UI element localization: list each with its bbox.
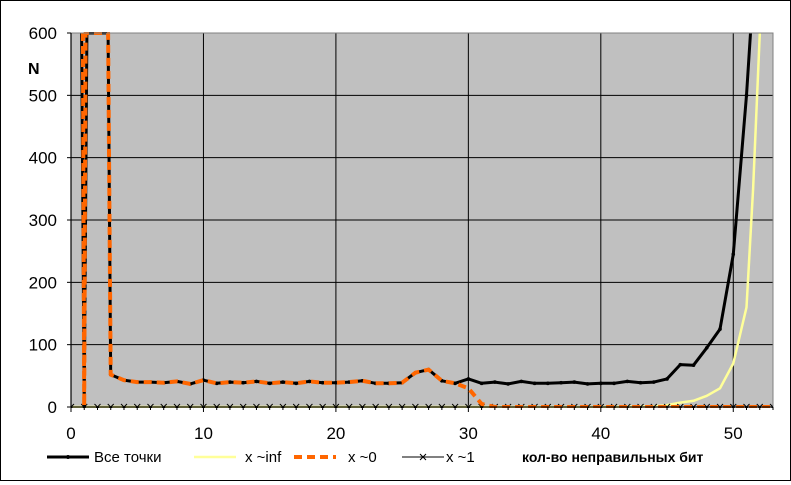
data-point (731, 252, 736, 257)
data-point (334, 380, 338, 385)
legend-marker (419, 453, 427, 461)
y-tick-label: 100 (29, 336, 57, 355)
data-point (294, 381, 298, 386)
data-point (704, 345, 709, 350)
x-tick-label: 50 (724, 424, 743, 443)
data-point (546, 381, 550, 386)
data-point (519, 379, 524, 384)
legend-item-2: x ~0 (294, 449, 377, 466)
data-point (493, 380, 497, 384)
data-point (625, 379, 630, 384)
legend-label: x ~inf (245, 449, 282, 466)
x-marker-point (71, 403, 75, 408)
x-tick-label: 40 (591, 424, 610, 443)
legend-item-3: x ~1 (402, 449, 475, 466)
legend-label: x ~1 (446, 449, 475, 466)
data-point (506, 382, 510, 386)
data-point (453, 381, 457, 386)
tick-labels: 0 100 200 300 400 500 600 0 10 20 30 40 50 (29, 24, 743, 443)
legend-item-0: Все точки (47, 449, 162, 466)
data-point (466, 377, 471, 381)
data-point (241, 380, 245, 385)
data-point (281, 380, 285, 384)
data-point (572, 380, 577, 384)
y-axis-label: N (28, 61, 40, 78)
data-point (228, 380, 232, 384)
y-tick-label: 600 (29, 24, 57, 43)
data-point (651, 380, 656, 384)
data-point (320, 380, 325, 385)
data-point (267, 381, 272, 386)
data-point (479, 381, 484, 386)
x-tick-label: 10 (194, 424, 213, 443)
data-point (599, 381, 603, 386)
data-point (214, 381, 219, 386)
data-point (612, 381, 616, 386)
legend: Все точки x ~inf x ~0 x ~1 (47, 449, 475, 466)
x-marker-point (769, 403, 773, 408)
y-tick-label: 0 (48, 398, 57, 417)
legend-item-1: x ~inf (194, 449, 282, 466)
data-point (254, 379, 259, 384)
data-point (718, 327, 722, 331)
legend-marker (66, 455, 70, 459)
data-point (559, 380, 563, 385)
y-tick-label: 300 (29, 211, 57, 230)
legend-label: Все точки (94, 449, 162, 466)
axes (67, 32, 774, 412)
x-tick-label: 0 (66, 424, 75, 443)
data-point (638, 380, 643, 385)
y-tick-label: 500 (29, 86, 57, 105)
x-axis-label: кол-во неправильных бит (522, 449, 704, 465)
data-point (678, 362, 683, 367)
data-point (665, 377, 669, 381)
data-point (307, 379, 312, 384)
data-point (585, 382, 590, 386)
legend-label: x ~0 (348, 449, 377, 466)
x-tick-label: 30 (459, 424, 478, 443)
y-tick-label: 400 (29, 149, 57, 168)
data-point (691, 363, 696, 368)
y-tick-label: 200 (29, 273, 57, 292)
data-point (532, 381, 537, 386)
x-tick-label: 20 (326, 424, 345, 443)
data-point (744, 93, 749, 98)
